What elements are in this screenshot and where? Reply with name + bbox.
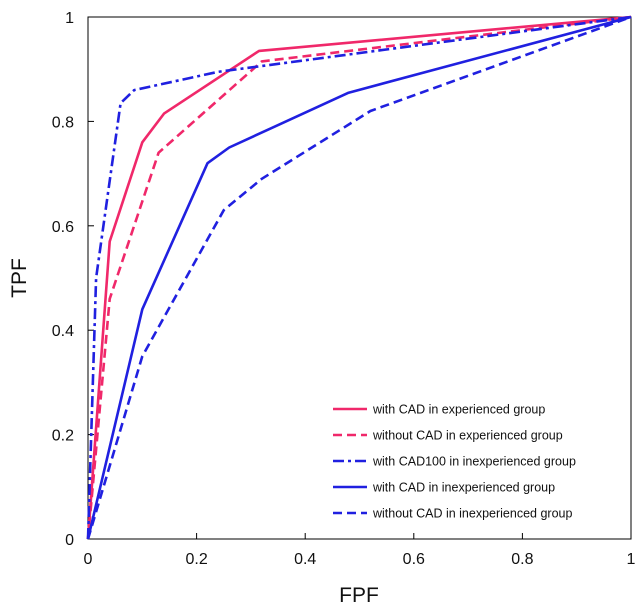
y-axis-title: TPF (8, 258, 31, 298)
series-line-with-cad-in-inexperienced-group (86, 15, 632, 540)
x-tick-label: 0.4 (294, 551, 316, 568)
legend-label-without-cad-in-inexperienced-group: without CAD in inexperienced group (372, 507, 572, 521)
plot-frame (87, 16, 632, 540)
series-line-without-cad-in-inexperienced-group (86, 15, 632, 540)
y-tick-label: 0.4 (52, 323, 74, 340)
y-tick-label: 1 (65, 10, 74, 27)
y-axis-ticks: 0 0.2 0.4 0.6 0.8 1 (52, 10, 94, 549)
x-tick-label: 0.8 (511, 551, 533, 568)
legend-label-with-cad-in-inexperienced-group: with CAD in inexperienced group (372, 481, 555, 495)
x-axis-title: FPF (339, 584, 379, 607)
series-layer (86, 15, 632, 540)
series-line-without-cad-in-experienced-group (86, 15, 632, 540)
x-tick-label: 0 (84, 551, 93, 568)
series-line-with-cad100-in-inexperienced-group (86, 15, 632, 540)
legend-label-with-cad100-in-inexperienced-group: with CAD100 in inexperienced group (372, 455, 576, 469)
x-tick-label: 0.6 (403, 551, 425, 568)
y-tick-label: 0 (65, 532, 74, 549)
x-tick-label: 0.2 (185, 551, 207, 568)
x-tick-label: 1 (627, 551, 635, 568)
y-tick-label: 0.2 (52, 428, 74, 445)
y-tick-label: 0.8 (52, 114, 74, 131)
legend-label-without-cad-in-experienced-group: without CAD in experienced group (372, 429, 563, 443)
legend-box (322, 395, 620, 523)
x-axis-ticks: 0 0.2 0.4 0.6 0.8 1 (84, 533, 635, 568)
legend: with CAD in experienced group without CAD… (322, 395, 620, 523)
y-tick-label: 0.6 (52, 219, 74, 236)
legend-label-with-cad-in-experienced-group: with CAD in experienced group (372, 403, 545, 417)
series-line-with-cad-in-experienced-group (86, 15, 632, 540)
